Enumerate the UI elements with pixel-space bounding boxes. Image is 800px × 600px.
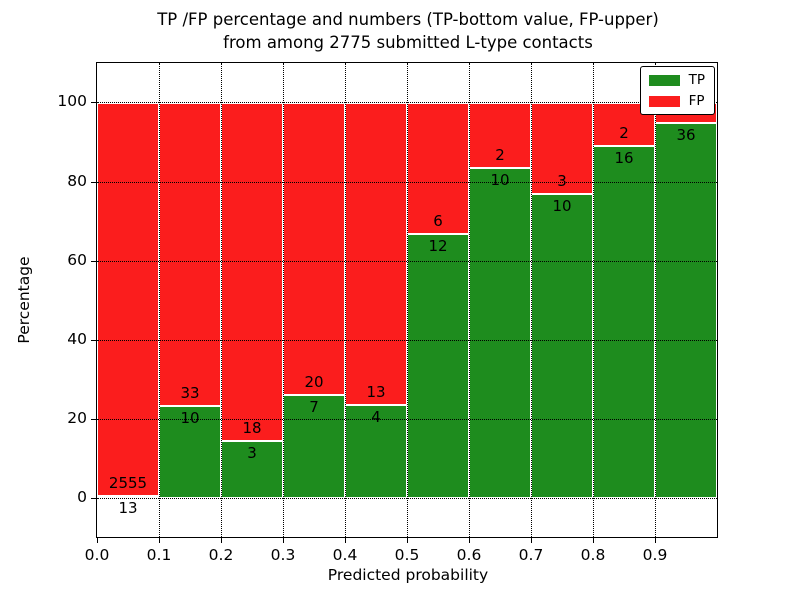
- bar-count-label-tp: 7: [309, 398, 319, 417]
- bar-segment-fp: [531, 102, 593, 194]
- bar-segment-tp: [159, 405, 221, 498]
- bar-count-label-fp: 18: [242, 419, 262, 438]
- y-tick-label: 20: [67, 408, 87, 427]
- bar-segment-fp: [97, 102, 159, 496]
- chart-title-line1: TP /FP percentage and numbers (TP-bottom…: [157, 10, 659, 29]
- bar-segment-tp: [593, 146, 655, 498]
- x-tick-label: 0.3: [270, 546, 296, 564]
- y-tick-mark: [91, 339, 97, 341]
- x-tick-label: 0.5: [394, 546, 420, 564]
- chart-title: TP /FP percentage and numbers (TP-bottom…: [96, 8, 720, 54]
- bar-segment-tp: [469, 168, 531, 498]
- bar-segment-fp: [283, 102, 345, 396]
- bar-count-label-tp: 4: [371, 407, 381, 426]
- x-tick-label: 0.9: [642, 546, 668, 564]
- x-tick-label: 0.8: [580, 546, 606, 564]
- plot-area: TP FP 2555 13 33 10 18 3 20 7 13 4 6 12 2 10 3 10 2 16 36 0 2…: [57, 62, 718, 564]
- v-gridline: [655, 63, 656, 537]
- bar-segment-tp: [531, 193, 593, 498]
- bar-count-label-tp: 10: [552, 196, 572, 215]
- v-gridline: [531, 63, 532, 537]
- x-tick-label: 0.6: [456, 546, 482, 564]
- y-tick-label: 100: [57, 92, 87, 111]
- bar-count-label-fp: 3: [557, 171, 567, 190]
- v-gridline: [469, 63, 470, 537]
- x-tick-mark: [345, 537, 346, 543]
- y-tick-mark: [91, 102, 97, 104]
- bar-count-label-tp: 10: [180, 408, 200, 427]
- x-tick-mark: [655, 537, 656, 543]
- bar-count-label-fp: 6: [433, 212, 443, 231]
- x-tick-mark: [469, 537, 470, 543]
- bar-count-label-tp: 36: [676, 126, 696, 145]
- bar-segment-tp: [655, 123, 717, 498]
- bar-count-label-fp: 33: [180, 383, 200, 402]
- y-tick-mark: [91, 497, 97, 499]
- bar-segment-fp: [345, 102, 407, 405]
- v-gridline: [159, 63, 160, 537]
- y-axis-label: Percentage: [15, 256, 33, 344]
- bar-count-label-tp: 16: [614, 149, 634, 168]
- x-tick-mark: [221, 537, 222, 543]
- bar-segment-tp: [407, 234, 469, 498]
- y-tick-label: 40: [67, 329, 87, 348]
- v-gridline: [221, 63, 222, 537]
- legend-swatch-tp-icon: [648, 74, 680, 86]
- y-tick-label: 0: [77, 487, 87, 506]
- x-tick-mark: [159, 537, 160, 543]
- y-tick-mark: [91, 181, 97, 183]
- y-tick-label: 80: [67, 171, 87, 190]
- chart-title-line2: from among 2775 submitted L-type contact…: [223, 33, 593, 52]
- x-tick-label: 0.2: [208, 546, 234, 564]
- legend-label-fp: FP: [688, 93, 705, 109]
- x-tick-mark: [531, 537, 532, 543]
- x-tick-label: 0.7: [518, 546, 544, 564]
- x-tick-mark: [593, 537, 594, 543]
- y-tick-mark: [91, 260, 97, 262]
- bar-count-label-fp: 2555: [108, 473, 148, 492]
- v-gridline: [593, 63, 594, 537]
- x-tick-label: 0.1: [146, 546, 172, 564]
- bar-count-label-tp: 12: [428, 237, 448, 256]
- bar-segment-tp: [345, 404, 407, 498]
- bar-count-label-fp: 2: [495, 146, 505, 165]
- bar-count-label-tp: 3: [247, 444, 257, 463]
- bar-segment-fp: [221, 102, 283, 442]
- legend-swatch-fp-icon: [648, 95, 680, 107]
- v-gridline: [283, 63, 284, 537]
- bar-count-label-tp: 13: [118, 498, 138, 517]
- bar-segment-fp: [469, 102, 531, 169]
- x-axis-label: Predicted probability: [327, 566, 489, 584]
- bar-segment-tp: [283, 395, 345, 498]
- v-gridline: [407, 63, 408, 537]
- bar-count-label-fp: 20: [304, 373, 324, 392]
- x-tick-mark: [97, 537, 98, 543]
- v-gridline: [345, 63, 346, 537]
- bar-segment-tp: [97, 495, 159, 498]
- x-tick-mark: [283, 537, 284, 543]
- bar-segment-fp: [159, 102, 221, 406]
- y-tick-mark: [91, 418, 97, 420]
- x-tick-label: 0.0: [84, 546, 110, 564]
- chart-legend: TP FP: [639, 66, 715, 115]
- legend-entry-fp: FP: [648, 93, 705, 109]
- bar-count-label-tp: 10: [490, 171, 510, 190]
- legend-label-tp: TP: [688, 72, 705, 88]
- legend-entry-tp: TP: [648, 72, 705, 88]
- x-tick-label: 0.4: [332, 546, 358, 564]
- bar-count-label-fp: 2: [619, 124, 629, 143]
- x-tick-mark: [407, 537, 408, 543]
- y-tick-label: 60: [67, 250, 87, 269]
- bar-count-label-fp: 13: [366, 382, 386, 401]
